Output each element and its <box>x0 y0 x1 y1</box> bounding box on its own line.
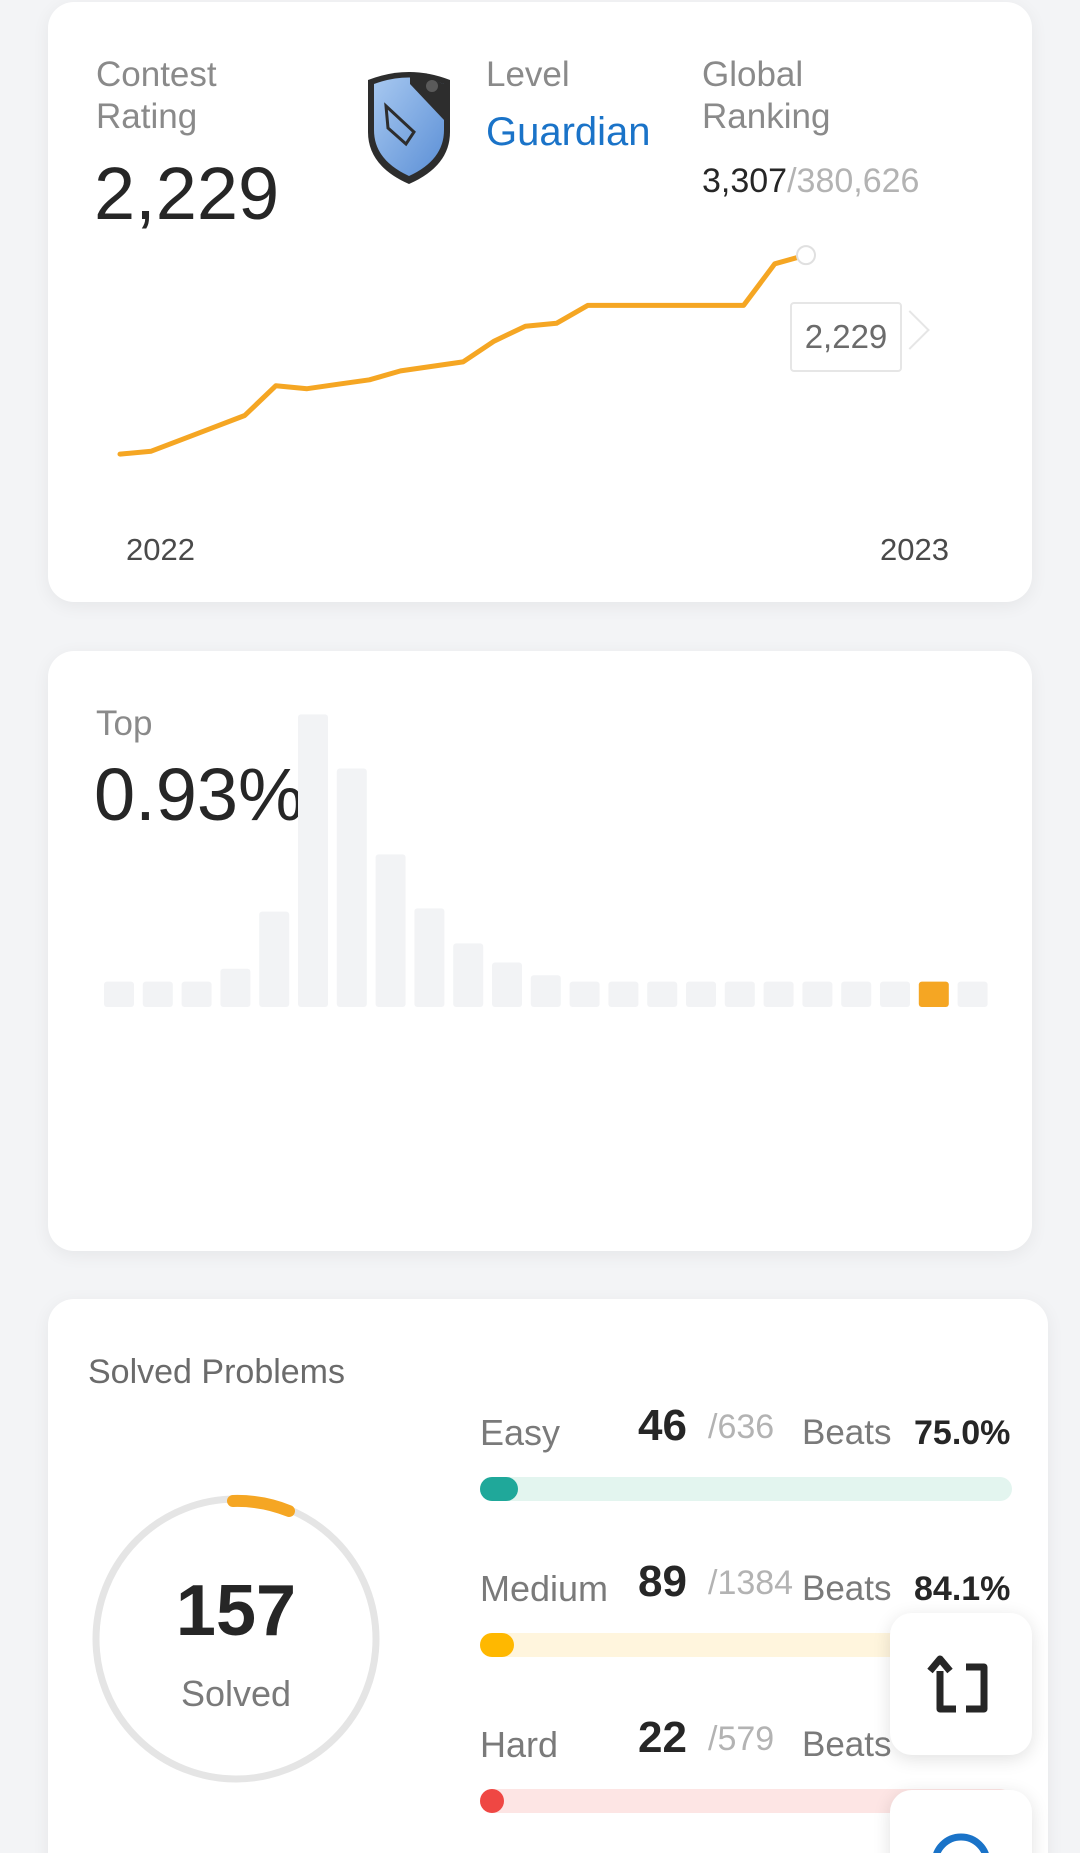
distribution-bar[interactable] <box>724 981 755 1007</box>
beats-label: Beats <box>802 1413 892 1452</box>
distribution-bar[interactable] <box>414 908 445 1007</box>
difficulty-name: Medium <box>480 1568 609 1609</box>
difficulty-progress-fill <box>480 1789 504 1813</box>
difficulty-total: /579 <box>708 1720 775 1758</box>
distribution-bar[interactable] <box>259 911 290 1007</box>
rating-line <box>117 252 809 457</box>
distribution-bar[interactable] <box>142 981 173 1007</box>
distribution-bar[interactable] <box>530 975 561 1007</box>
distribution-bar[interactable] <box>453 943 484 1007</box>
distribution-bar[interactable] <box>802 981 833 1007</box>
global-ranking: 3,307/380,626 <box>702 160 919 202</box>
x-axis-tick-2023: 2023 <box>880 532 949 567</box>
support-icon <box>933 1833 989 1853</box>
distribution-bar[interactable] <box>492 962 522 1008</box>
distribution-bar[interactable] <box>880 981 910 1007</box>
beats-percentage: 84.1% <box>914 1570 1011 1608</box>
share-icon <box>927 1655 988 1713</box>
top-percentage-card: Top 0.93% <box>48 651 1032 1251</box>
distribution-bar[interactable] <box>647 981 678 1007</box>
rating-tooltip: 2,229 <box>790 302 902 372</box>
difficulty-progress-fill <box>480 1477 519 1501</box>
beats-label: Beats <box>802 1569 892 1608</box>
distribution-bar[interactable] <box>569 981 600 1007</box>
rating-last-point <box>796 245 816 266</box>
help-button[interactable] <box>890 1790 1032 1853</box>
distribution-bar[interactable] <box>375 854 406 1007</box>
difficulty-name: Easy <box>480 1412 561 1453</box>
global-ranking-label: Global Ranking <box>702 55 831 136</box>
distribution-bar[interactable] <box>181 981 212 1007</box>
difficulty-total: /1384 <box>708 1564 794 1602</box>
distribution-bar[interactable] <box>841 981 872 1007</box>
distribution-bar[interactable] <box>220 968 251 1007</box>
difficulty-solved: 46 <box>638 1401 687 1450</box>
level-label: Level <box>486 55 570 94</box>
guardian-badge-icon <box>368 72 450 184</box>
contest-rating-label: Contest Rating <box>96 55 217 136</box>
distribution-bar[interactable] <box>104 981 134 1007</box>
global-ranking-value: 3,307 <box>702 162 788 200</box>
solved-count: 157 <box>175 1571 297 1651</box>
distribution-bar[interactable] <box>298 714 328 1007</box>
solved-problems-card: Solved Problems 157 Solved Easy 46 /636 … <box>48 1299 1048 1853</box>
contest-rating-value: 2,229 <box>94 152 280 235</box>
share-button[interactable] <box>890 1613 1032 1755</box>
rating-distribution-chart[interactable] <box>48 651 1032 1251</box>
difficulty-solved: 22 <box>638 1713 687 1762</box>
top-label: Top <box>96 704 153 743</box>
difficulty-solved: 89 <box>638 1557 687 1606</box>
difficulty-progress-fill <box>480 1633 515 1657</box>
difficulty-progress-track <box>480 1477 1012 1501</box>
distribution-bar[interactable] <box>608 981 639 1007</box>
beats-percentage: 75.0% <box>914 1414 1011 1452</box>
x-axis-tick-2022: 2022 <box>126 532 195 567</box>
solved-label: Solved <box>180 1673 292 1714</box>
distribution-bar-current[interactable] <box>918 981 949 1007</box>
distribution-bar[interactable] <box>763 981 794 1007</box>
distribution-bar[interactable] <box>686 981 716 1007</box>
distribution-bar[interactable] <box>957 981 988 1007</box>
global-ranking-total: /380,626 <box>787 162 920 200</box>
difficulty-total: /636 <box>708 1408 775 1446</box>
rating-line-chart[interactable] <box>48 2 1032 602</box>
solved-progress-ring <box>92 1494 380 1783</box>
contest-rating-card: Contest Rating 2,229 Level Guardian Glob… <box>48 2 1032 602</box>
distribution-bar[interactable] <box>336 768 367 1008</box>
solved-problems-title: Solved Problems <box>88 1353 346 1391</box>
beats-label: Beats <box>802 1725 892 1764</box>
difficulty-easy: Easy 46 /636 Beats 75.0% <box>480 1399 1020 1519</box>
difficulty-name: Hard <box>480 1724 559 1765</box>
level-value: Guardian <box>486 110 651 154</box>
top-percentage-value: 0.93% <box>94 753 304 836</box>
